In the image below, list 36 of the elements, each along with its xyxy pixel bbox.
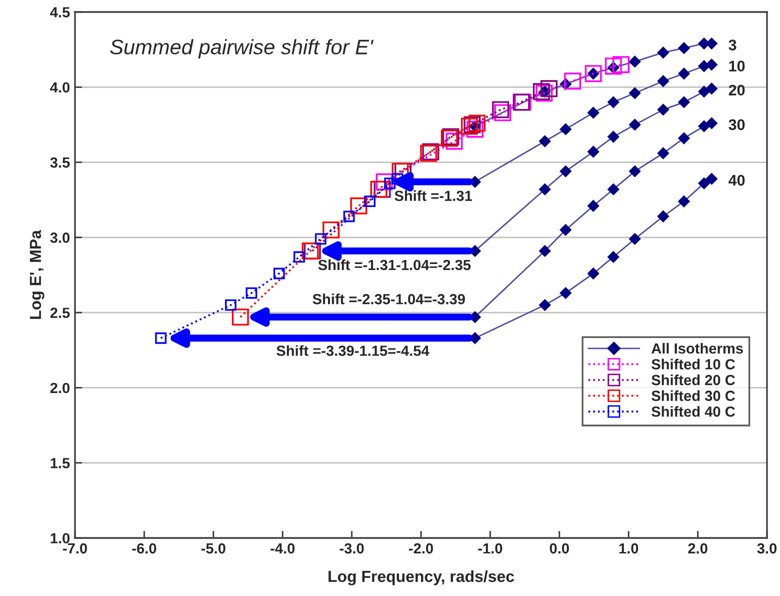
annotation: Shift =-1.31 <box>394 190 472 202</box>
annotation: 10 <box>729 60 745 72</box>
annotation: Shift =-3.39-1.15=-4.54 <box>276 345 430 356</box>
annotation: Shift =-1.31-1.04=-2.35 <box>318 259 471 270</box>
y-tick-label: 2.5 <box>50 308 70 318</box>
legend-label: Shifted 20 C <box>652 374 735 386</box>
y-tick-label: 3.5 <box>50 157 70 168</box>
x-tick-label: -1.0 <box>478 543 502 554</box>
annotation: 40 <box>728 174 745 186</box>
x-tick-label: -3.0 <box>340 543 364 554</box>
x-tick-label: -6.0 <box>132 543 156 554</box>
legend-label: Shifted 30 C <box>652 390 735 402</box>
legend-label: All Isotherms <box>651 342 743 354</box>
annotation: 30 <box>728 119 745 130</box>
y-axis-title: Log E', MPa <box>30 230 44 319</box>
annotation: 20 <box>728 84 745 96</box>
text: Summed pairwise shift for E' <box>110 39 374 59</box>
y-tick-label: 4.5 <box>50 7 70 18</box>
legend-label: Shifted 10 C <box>652 358 735 370</box>
y-tick-label: 4.0 <box>50 82 70 93</box>
x-tick-label: -2.0 <box>409 543 433 554</box>
y-tick-label: 1.5 <box>50 458 70 468</box>
y-tick-label: 1.0 <box>50 533 70 544</box>
annotation: Shift =-2.35-1.04=-3.39 <box>312 294 465 304</box>
x-tick-label: -5.0 <box>201 543 226 554</box>
y-tick-label: 3.0 <box>50 232 70 243</box>
x-tick-label: 3.0 <box>757 543 777 554</box>
x-tick-label: 2.0 <box>688 543 708 554</box>
x-tick-label: 0.0 <box>550 543 569 554</box>
x-tick-label: 1.0 <box>619 543 638 554</box>
annotation: 3 <box>728 40 736 50</box>
x-tick-label: -7.0 <box>63 543 87 554</box>
legend-label: Shifted 40 C <box>652 406 735 417</box>
x-axis-title: Log Frequency, rads/sec <box>328 570 514 586</box>
y-tick-label: 2.0 <box>50 382 70 394</box>
x-tick-label: -4.0 <box>270 543 295 554</box>
